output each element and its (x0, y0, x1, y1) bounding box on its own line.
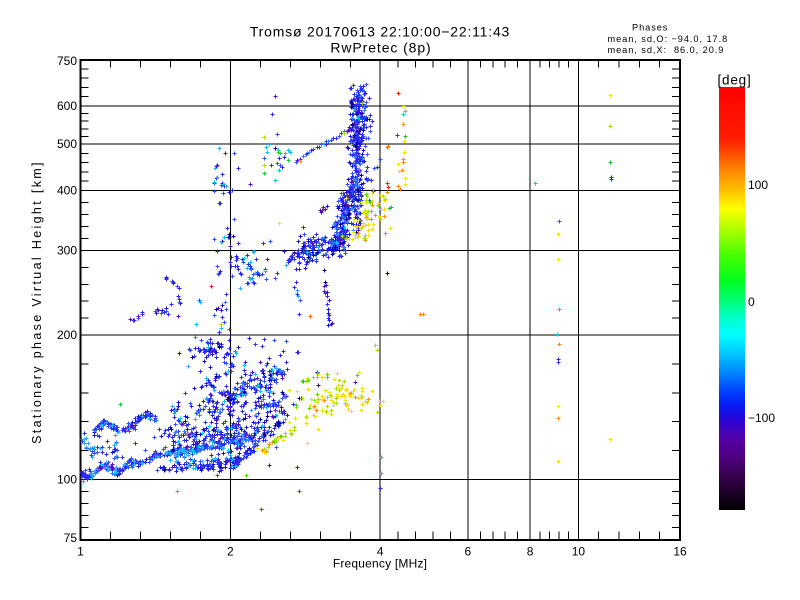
svg-text:Frequency [MHz]: Frequency [MHz] (333, 557, 427, 571)
svg-text:16: 16 (673, 545, 687, 559)
svg-text:Phases: Phases (632, 23, 668, 33)
svg-text:75: 75 (64, 531, 78, 545)
svg-text:10: 10 (572, 545, 586, 559)
svg-text:[deg]: [deg] (717, 73, 751, 88)
svg-text:Stationary phase Virtual Heigh: Stationary phase Virtual Height [km] (30, 160, 44, 444)
svg-text:−100: −100 (748, 411, 775, 425)
svg-text:2: 2 (227, 545, 234, 559)
svg-text:100: 100 (57, 473, 77, 487)
svg-text:600: 600 (57, 99, 77, 113)
svg-text:Tromsø 20170613 22:10:00−22:11: Tromsø 20170613 22:10:00−22:11:43 (250, 24, 510, 40)
svg-text:4: 4 (377, 545, 384, 559)
svg-text:300: 300 (57, 244, 77, 258)
svg-text:200: 200 (57, 328, 77, 342)
svg-text:1: 1 (77, 545, 84, 559)
svg-text:100: 100 (748, 178, 768, 192)
svg-text:6: 6 (465, 545, 472, 559)
svg-text:mean, sd,O: −94.0, 17.8: mean, sd,O: −94.0, 17.8 (608, 34, 729, 44)
svg-text:mean, sd,X: 86.0, 20.9: mean, sd,X: 86.0, 20.9 (608, 45, 725, 55)
svg-text:500: 500 (57, 137, 77, 151)
svg-text:0: 0 (748, 295, 755, 309)
svg-text:8: 8 (527, 545, 534, 559)
svg-text:750: 750 (57, 54, 77, 68)
svg-text:RwPretec (8p): RwPretec (8p) (330, 40, 431, 56)
svg-text:400: 400 (57, 184, 77, 198)
